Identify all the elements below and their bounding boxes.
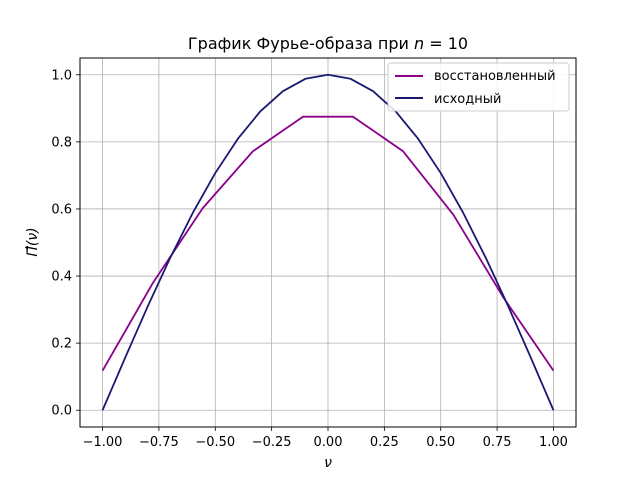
x-axis-label: ν	[324, 455, 332, 471]
y-tick-label: 1.0	[51, 68, 72, 83]
x-axis-ticks: −1.00 −0.75 −0.50 −0.25 0.00 0.25 0.50 0.75 1.00	[83, 427, 568, 450]
x-tick-label: −0.25	[252, 435, 292, 450]
y-axis-label: Π̂(ν)	[25, 227, 41, 256]
legend-box	[387, 62, 570, 112]
x-tick-label: 0.00	[314, 435, 343, 450]
x-tick-label: 0.75	[483, 435, 512, 450]
series-line-original	[101, 73, 555, 411]
legend-label-reconstructed: восстановленный	[434, 69, 556, 84]
x-tick-label: −1.00	[83, 435, 123, 450]
y-tick-label: 0.2	[51, 337, 72, 352]
y-axis-ticks: 0.0 0.2 0.4 0.6 0.8 1.0	[51, 68, 80, 419]
x-tick-label: 0.25	[370, 435, 399, 450]
legend: восстановленный исходный	[387, 62, 570, 112]
y-tick-label: 0.4	[51, 270, 72, 285]
y-tick-label: 0.8	[51, 135, 72, 150]
series-lines	[101, 73, 555, 411]
y-tick-label: 0.0	[51, 404, 72, 419]
x-tick-label: 0.50	[426, 435, 455, 450]
y-tick-label: 0.6	[51, 202, 72, 217]
x-tick-label: −0.50	[195, 435, 235, 450]
x-tick-label: 1.00	[539, 435, 568, 450]
series-line-reconstructed	[101, 115, 555, 372]
legend-label-original: исходный	[434, 92, 501, 107]
chart-title: График Фурье-образа при n = 10	[188, 34, 468, 53]
x-tick-label: −0.75	[139, 435, 179, 450]
